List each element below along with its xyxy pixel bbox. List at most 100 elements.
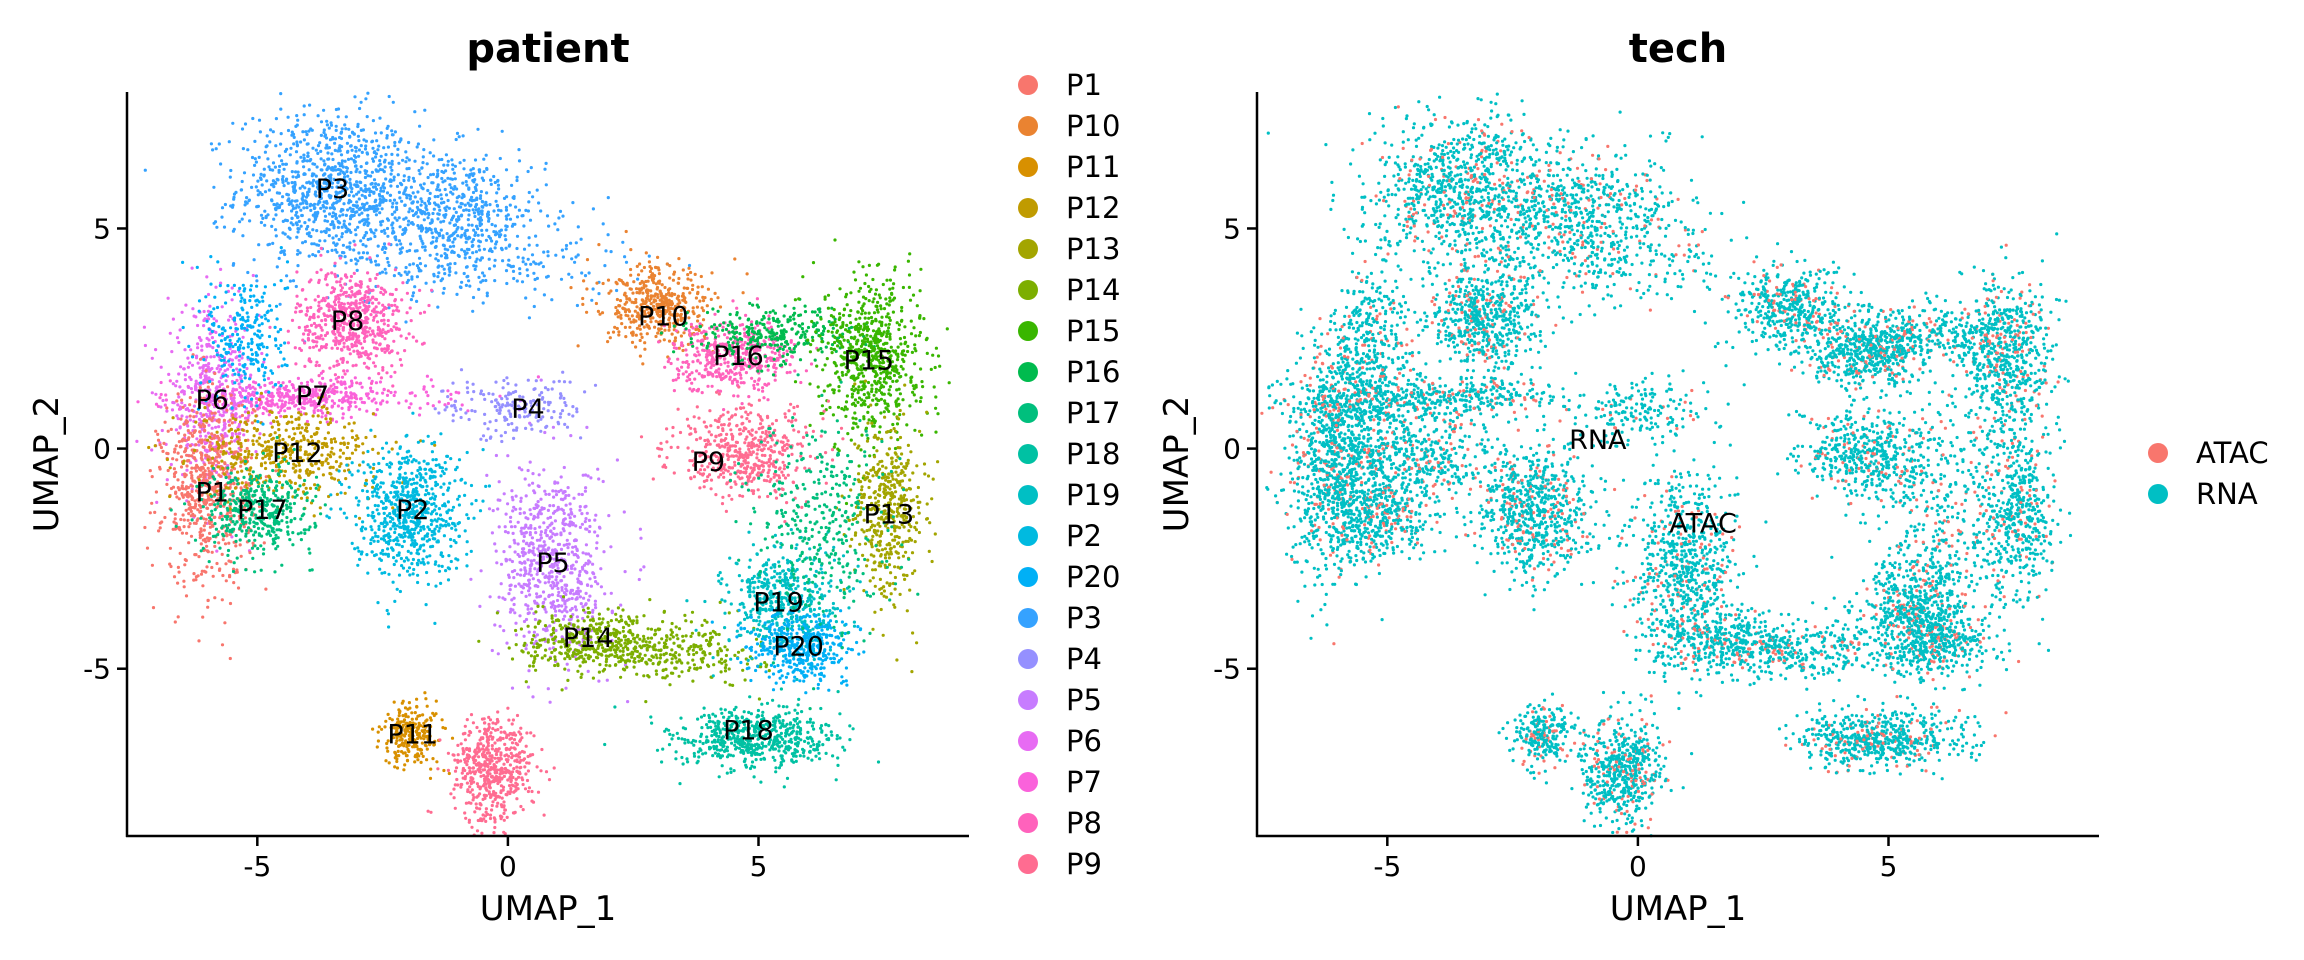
scatter-point [304, 313, 308, 317]
scatter-point [172, 467, 176, 471]
scatter-point [239, 299, 243, 303]
scatter-point [214, 349, 219, 353]
scatter-point [323, 133, 328, 137]
scatter-point [423, 245, 427, 249]
scatter-point [357, 341, 361, 345]
scatter-point [493, 224, 497, 228]
scatter-point [325, 283, 329, 287]
scatter-point [269, 421, 273, 425]
scatter-point [319, 157, 323, 161]
scatter-point [452, 244, 456, 248]
scatter-point [233, 342, 238, 347]
scatter-point [328, 466, 332, 470]
scatter-point [180, 438, 184, 442]
scatter-point [177, 525, 181, 530]
scatter-point [178, 385, 182, 389]
scatter-point [208, 304, 212, 308]
scatter-point [324, 318, 328, 322]
scatter-point [504, 246, 508, 250]
scatter-point [443, 272, 447, 276]
scatter-point [333, 148, 337, 152]
scatter-point [268, 403, 272, 407]
scatter-point [195, 354, 199, 358]
scatter-point [191, 307, 195, 311]
scatter-point [389, 165, 393, 169]
scatter-point [437, 158, 441, 162]
scatter-point [390, 168, 394, 172]
scatter-point [237, 404, 241, 408]
scatter-point [208, 379, 212, 384]
scatter-point [333, 213, 337, 218]
scatter-point [156, 432, 160, 436]
scatter-point [349, 157, 353, 161]
scatter-point [319, 133, 323, 137]
scatter-point [355, 268, 359, 272]
scatter-point [364, 161, 369, 165]
scatter-point [315, 165, 319, 169]
scatter-point [468, 284, 472, 288]
scatter-point [193, 466, 197, 470]
scatter-point [471, 208, 475, 212]
scatter-point [455, 292, 459, 296]
scatter-point [504, 228, 508, 232]
scatter-point [159, 405, 163, 409]
scatter-point [346, 301, 350, 305]
scatter-point [178, 328, 182, 332]
scatter-point [198, 357, 203, 361]
scatter-point [447, 235, 451, 239]
scatter-point [276, 178, 280, 182]
scatter-point [366, 208, 370, 212]
scatter-point [471, 309, 475, 313]
scatter-point [306, 193, 310, 197]
scatter-point [159, 380, 163, 385]
scatter-point [504, 214, 508, 218]
scatter-point [194, 420, 198, 424]
scatter-point [477, 244, 481, 248]
scatter-point [364, 196, 368, 200]
scatter-point [418, 406, 422, 410]
scatter-point [258, 432, 262, 436]
scatter-point [307, 218, 311, 222]
scatter-point [460, 248, 464, 252]
scatter-point [222, 358, 226, 362]
scatter-point [485, 191, 489, 195]
scatter-point [244, 467, 248, 471]
scatter-point [230, 421, 234, 425]
scatter-point [240, 296, 244, 300]
scatter-point [500, 248, 504, 252]
scatter-point [383, 250, 387, 255]
scatter-point [319, 326, 323, 330]
scatter-point [515, 234, 520, 238]
scatter-point [171, 457, 175, 461]
scatter-point [431, 211, 435, 216]
scatter-point [467, 279, 471, 283]
scatter-point [400, 183, 404, 187]
scatter-point [251, 273, 255, 278]
scatter-point [377, 192, 381, 197]
scatter-point [434, 239, 438, 243]
scatter-point [317, 300, 321, 304]
scatter-point [264, 401, 268, 405]
scatter-point [426, 175, 430, 180]
scatter-point [252, 426, 256, 430]
scatter-point [615, 288, 619, 293]
scatter-point [243, 203, 247, 207]
scatter-point [182, 585, 186, 589]
scatter-point [372, 231, 376, 235]
scatter-point [308, 470, 312, 474]
scatter-point [231, 494, 235, 498]
scatter-point [400, 199, 404, 203]
scatter-point [411, 222, 415, 226]
scatter-point [282, 415, 286, 419]
scatter-point [328, 366, 332, 370]
scatter-point [286, 394, 290, 398]
scatter-point [250, 352, 254, 356]
scatter-point [325, 219, 330, 223]
scatter-point [188, 503, 192, 507]
scatter-point [355, 180, 359, 184]
scatter-point [374, 276, 378, 280]
scatter-point [248, 551, 252, 555]
scatter-point [290, 170, 294, 174]
scatter-point [277, 256, 281, 260]
scatter-point [251, 173, 256, 177]
